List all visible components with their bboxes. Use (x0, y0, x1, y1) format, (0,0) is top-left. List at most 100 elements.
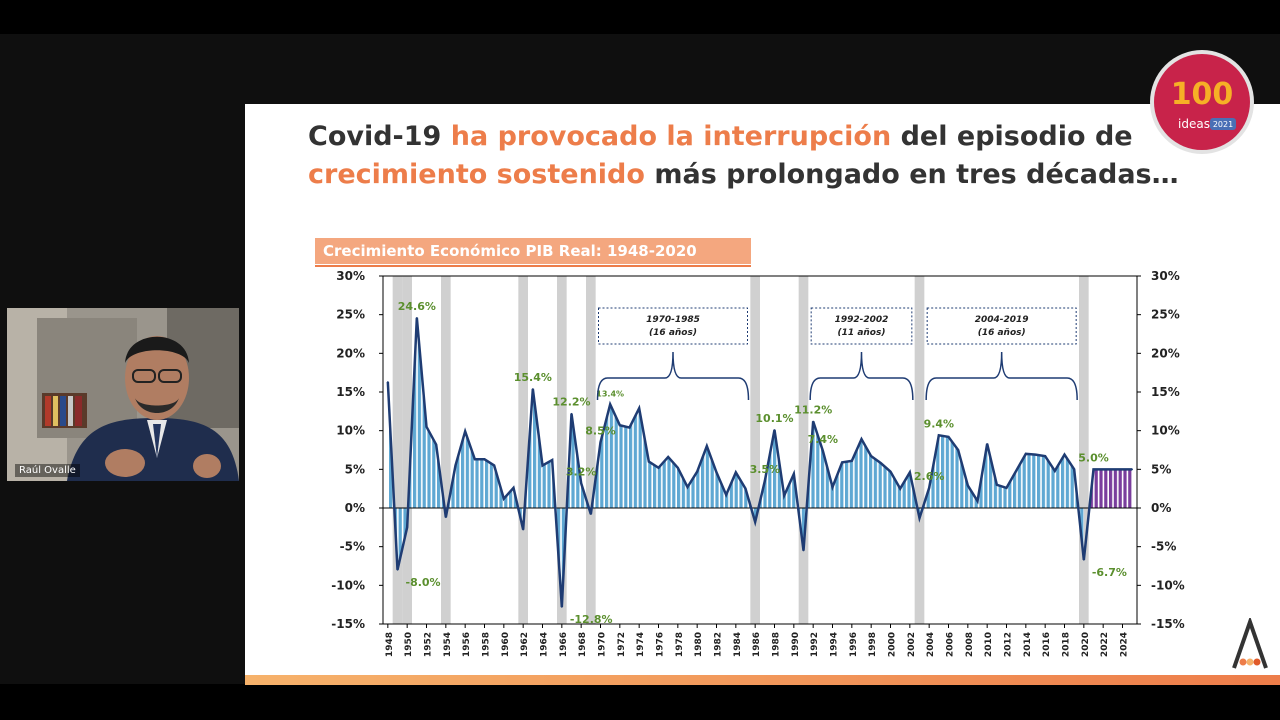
data-point (706, 445, 708, 447)
data-point (551, 459, 553, 461)
y-tick-label-right: 20% (1151, 346, 1180, 360)
data-label: 8.5% (585, 424, 616, 437)
data-point (1121, 468, 1124, 471)
slide-footer-bar (245, 675, 1280, 685)
data-point (541, 464, 544, 467)
data-point (841, 461, 843, 464)
data-point (715, 471, 718, 474)
data-point (532, 388, 534, 390)
data-point (677, 466, 679, 469)
brand-logo-icon (1232, 618, 1268, 669)
data-label: 3.5% (750, 463, 781, 476)
data-point (522, 528, 524, 531)
data-point (648, 460, 650, 463)
data-point (425, 426, 428, 428)
x-tick-label: 2008 (965, 632, 975, 657)
data-point (947, 436, 950, 438)
participant-video-tile[interactable]: Raúl Ovalle (7, 308, 239, 481)
y-tick-label-left: 20% (336, 346, 365, 360)
y-tick-label-right: -10% (1151, 578, 1185, 592)
data-point (996, 484, 998, 486)
data-label: 9.4% (924, 417, 955, 430)
data-point (696, 470, 698, 473)
x-tick-label: 2010 (984, 632, 994, 657)
recession-band (518, 276, 528, 624)
x-tick-label: 1952 (424, 632, 434, 657)
episode-box (926, 307, 1077, 345)
x-tick-label: 1974 (636, 632, 646, 657)
data-point (561, 606, 563, 608)
episode-range: 1970-1985 (646, 315, 700, 325)
data-point (1073, 468, 1075, 471)
data-point (464, 430, 466, 433)
y-tick-label-right: 30% (1151, 269, 1180, 283)
data-label: 12.2% (552, 396, 590, 409)
y-tick-label-left: 15% (336, 385, 365, 399)
y-tick-label-left: -10% (331, 578, 365, 592)
data-point (1102, 468, 1104, 471)
data-label: 10.1% (755, 412, 793, 425)
data-point (406, 526, 408, 529)
data-point (503, 497, 505, 500)
slide-title: Covid-19 ha provocado la interrupción de… (308, 118, 1208, 194)
data-point (1131, 468, 1133, 471)
data-point (802, 549, 805, 552)
title-highlight-2: crecimiento sostenido (308, 159, 645, 190)
data-point (493, 464, 495, 467)
data-point (918, 517, 921, 519)
data-point (851, 460, 853, 462)
data-label: 3.2% (566, 465, 597, 478)
episode-duration: (16 años) (649, 328, 697, 338)
x-tick-label: 2024 (1120, 632, 1130, 657)
recession-band (441, 276, 451, 624)
projected-growth-line (1082, 468, 1133, 560)
data-point (957, 449, 959, 451)
y-tick-label-left: 30% (336, 269, 365, 283)
y-tick-label-left: 0% (345, 501, 365, 515)
data-label: 11.2% (794, 403, 832, 416)
episode-bracket (596, 351, 750, 401)
data-label: 2.6% (914, 470, 945, 483)
x-tick-label: 2018 (1062, 632, 1072, 657)
x-tick-label: 2020 (1081, 632, 1091, 657)
data-point (628, 426, 631, 429)
data-label: 5.0% (1078, 451, 1109, 464)
historical-growth-area (387, 317, 1084, 607)
title-part-1: Covid-19 (308, 121, 451, 152)
data-point (445, 516, 447, 519)
data-point (638, 407, 640, 410)
data-label: 15.4% (514, 371, 552, 384)
data-label: 7.4% (808, 433, 839, 446)
data-point (454, 464, 457, 467)
event-badge-logo-icon: 100 ideas 2021 (1150, 50, 1254, 154)
data-point (657, 466, 660, 469)
y-tick-label-right: -15% (1151, 617, 1185, 631)
historical-growth-line (386, 317, 1086, 608)
gdp-growth-chart: -15% -15% -10% -10% -5% -5% 0% 0% 5% 5% 10% 10% 15% 1… (331, 269, 1185, 657)
title-part-3: más prolongado en tres décadas… (644, 159, 1179, 190)
data-point (387, 381, 389, 383)
x-tick-label: 1984 (733, 632, 743, 657)
title-highlight-1: ha provocado la interrupción (450, 121, 892, 152)
data-point (1015, 470, 1017, 472)
x-tick-label: 1976 (656, 632, 666, 657)
x-tick-label: 1998 (868, 632, 878, 657)
y-tick-label-left: 25% (336, 308, 365, 322)
data-point (880, 462, 882, 464)
data-point (764, 480, 766, 482)
x-tick-label: 1968 (578, 632, 588, 657)
x-tick-label: 1950 (404, 632, 414, 657)
presentation-slide: Covid-19 ha provocado la interrupción de… (245, 104, 1280, 685)
x-tick-label: 1988 (772, 632, 782, 657)
x-tick-label: 1956 (462, 632, 472, 657)
x-tick-label: 2000 (888, 632, 898, 657)
data-point (580, 482, 582, 485)
x-tick-label: 2006 (946, 632, 956, 657)
plot-frame (382, 275, 1138, 625)
data-point (1112, 468, 1114, 471)
x-tick-label: 1986 (752, 632, 762, 657)
episode-range: 1992-2002 (835, 315, 889, 325)
data-point (793, 473, 795, 475)
data-point (474, 458, 476, 461)
data-point (599, 441, 602, 444)
